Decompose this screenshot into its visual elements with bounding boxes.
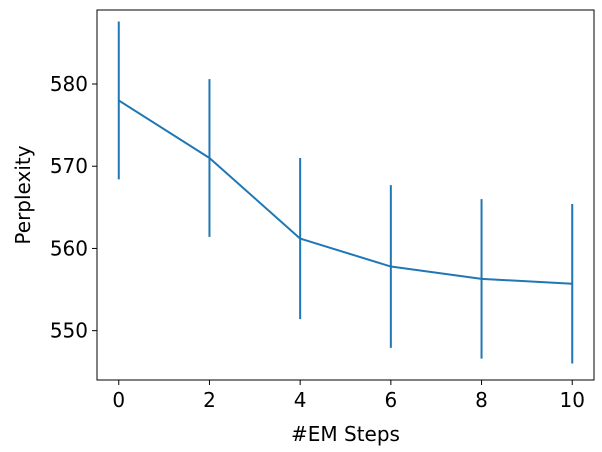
tick-layer: 0 2 4 6 8 10 550 560 570 580	[50, 72, 585, 412]
plot-area	[117, 21, 574, 364]
axes-frame	[96, 9, 595, 381]
x-tick-label: 8	[475, 388, 488, 412]
y-tick-label: 570	[50, 154, 88, 178]
y-tick-label: 550	[50, 319, 88, 343]
data-point	[480, 278, 483, 280]
y-axis-title: Perplexity	[11, 145, 35, 244]
y-tick-label: 580	[50, 72, 88, 96]
x-tick-label: 10	[560, 388, 585, 412]
x-tick-label: 2	[203, 388, 216, 412]
x-tick-label: 6	[384, 388, 397, 412]
data-point	[208, 157, 211, 159]
data-point	[299, 237, 301, 240]
series-line	[118, 99, 573, 285]
data-point	[117, 99, 120, 102]
y-tick-label: 560	[50, 236, 88, 260]
x-axis-title: #EM Steps	[291, 422, 400, 446]
x-tick-label: 0	[112, 388, 125, 412]
data-point	[390, 265, 392, 268]
data-point	[571, 283, 574, 285]
x-tick-label: 4	[294, 388, 307, 412]
